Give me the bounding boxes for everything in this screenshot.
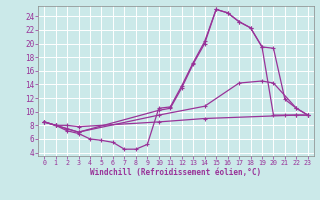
X-axis label: Windchill (Refroidissement éolien,°C): Windchill (Refroidissement éolien,°C) bbox=[91, 168, 261, 177]
